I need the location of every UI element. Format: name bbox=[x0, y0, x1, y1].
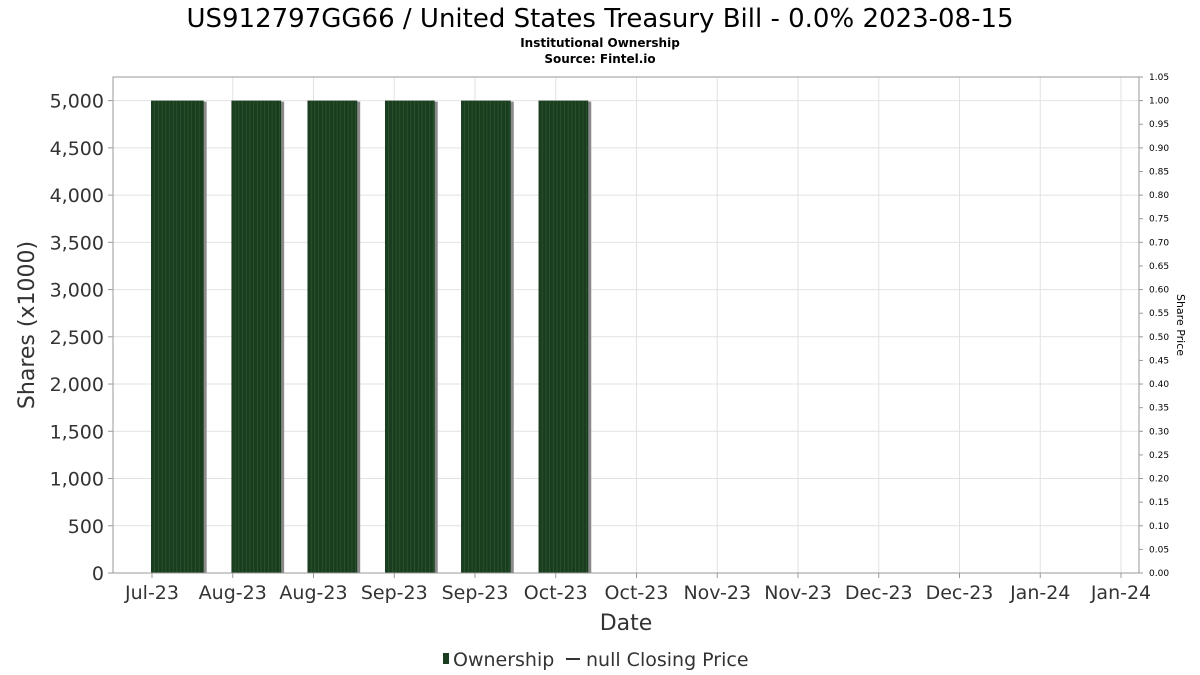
y-tick-label: 500 bbox=[68, 516, 104, 538]
x-tick-label: Jul-23 bbox=[124, 582, 179, 604]
ownership-bar bbox=[307, 100, 358, 573]
y2-tick-label: 0.00 bbox=[1149, 569, 1169, 579]
ownership-bar-group bbox=[307, 100, 361, 573]
ownership-bar bbox=[151, 100, 204, 573]
y2-tick-label: 1.05 bbox=[1149, 73, 1169, 83]
x-tick-label: Oct-23 bbox=[605, 582, 669, 604]
ownership-bar-group bbox=[151, 100, 207, 573]
x-tick-label: Sep-23 bbox=[361, 582, 428, 604]
y2-tick-label: 0.05 bbox=[1149, 545, 1169, 555]
y2-tick-label: 0.75 bbox=[1149, 215, 1169, 225]
y2-tick-label: 0.60 bbox=[1149, 286, 1169, 296]
x-tick-label: Jan-24 bbox=[1090, 582, 1151, 604]
y2-tick-label: 0.30 bbox=[1149, 427, 1169, 437]
bars bbox=[151, 100, 592, 573]
y2-tick-label: 0.65 bbox=[1149, 262, 1169, 272]
y-tick-label: 0 bbox=[92, 563, 104, 585]
y-tick-label: 4,500 bbox=[50, 138, 104, 160]
y-axis-title: Shares (x1000) bbox=[15, 241, 40, 409]
x-axis-ticks: Jul-23 Aug-23 Aug-23 Sep-23 Sep-23 Oct-23 Oct-… bbox=[124, 573, 1151, 604]
y2-tick-label: 0.10 bbox=[1149, 522, 1169, 532]
y-tick-label: 1,000 bbox=[50, 469, 104, 491]
ownership-bar-group bbox=[384, 100, 438, 573]
y2-tick-label: 0.55 bbox=[1149, 309, 1169, 319]
y2-tick-label: 0.15 bbox=[1149, 498, 1169, 508]
legend-ownership-swatch bbox=[443, 653, 449, 664]
legend: Ownership null Closing Price bbox=[443, 649, 749, 671]
y2-tick-label: 0.80 bbox=[1149, 191, 1169, 201]
ownership-bar bbox=[231, 100, 282, 573]
y2-tick-label: 0.70 bbox=[1149, 238, 1169, 248]
x-tick-label: Aug-23 bbox=[279, 582, 347, 604]
y2-tick-label: 0.45 bbox=[1149, 356, 1169, 366]
x-tick-label: Oct-23 bbox=[524, 582, 588, 604]
ownership-bar-group bbox=[538, 100, 592, 573]
y2-tick-label: 0.40 bbox=[1149, 380, 1169, 390]
y2-axis-title: Share Price bbox=[1174, 294, 1187, 356]
x-tick-label: Sep-23 bbox=[442, 582, 509, 604]
y-tick-label: 3,500 bbox=[50, 232, 104, 254]
ownership-bar-group bbox=[461, 100, 514, 573]
chart-subtitle: Institutional Ownership bbox=[520, 36, 680, 50]
chart-source: Source: Fintel.io bbox=[544, 52, 655, 66]
chart-title: US912797GG66 / United States Treasury Bi… bbox=[186, 4, 1013, 34]
plot-area-frame bbox=[112, 76, 1140, 574]
x-tick-label: Dec-23 bbox=[926, 582, 994, 604]
y2-tick-label: 0.50 bbox=[1149, 333, 1169, 343]
y2-tick-label: 1.00 bbox=[1149, 97, 1169, 107]
y2-tick-label: 0.95 bbox=[1149, 120, 1169, 130]
x-tick-label: Nov-23 bbox=[683, 582, 751, 604]
legend-ownership-label: Ownership bbox=[453, 649, 554, 671]
ownership-bar bbox=[384, 100, 435, 573]
y-tick-label: 1,500 bbox=[50, 421, 104, 443]
y2-tick-label: 0.35 bbox=[1149, 404, 1169, 414]
x-tick-label: Nov-23 bbox=[764, 582, 832, 604]
legend-price-label: null Closing Price bbox=[586, 649, 749, 671]
ownership-bar-group bbox=[231, 100, 285, 573]
y-axis-ticks: 0 500 1,000 1,500 2,000 2,500 3,000 3,500 4,000 4… bbox=[50, 91, 113, 585]
ownership-bar bbox=[461, 100, 511, 573]
y2-tick-label: 0.85 bbox=[1149, 167, 1169, 177]
y2-tick-label: 0.90 bbox=[1149, 144, 1169, 154]
x-tick-label: Aug-23 bbox=[199, 582, 267, 604]
x-tick-label: Dec-23 bbox=[845, 582, 913, 604]
y-tick-label: 4,000 bbox=[50, 185, 104, 207]
y-tick-label: 3,000 bbox=[50, 280, 104, 302]
y2-tick-label: 0.25 bbox=[1149, 451, 1169, 461]
y2-axis-ticks: 0.00 0.05 0.10 0.15 0.20 0.25 0.30 0.35 0.40 0.45… bbox=[1139, 73, 1169, 579]
ownership-bar bbox=[538, 100, 589, 573]
x-tick-label: Jan-24 bbox=[1009, 582, 1070, 604]
y-tick-label: 5,000 bbox=[50, 91, 104, 113]
y-tick-label: 2,500 bbox=[50, 327, 104, 349]
y-tick-label: 2,000 bbox=[50, 374, 104, 396]
y2-tick-label: 0.20 bbox=[1149, 475, 1169, 485]
x-axis-title: Date bbox=[600, 611, 653, 636]
